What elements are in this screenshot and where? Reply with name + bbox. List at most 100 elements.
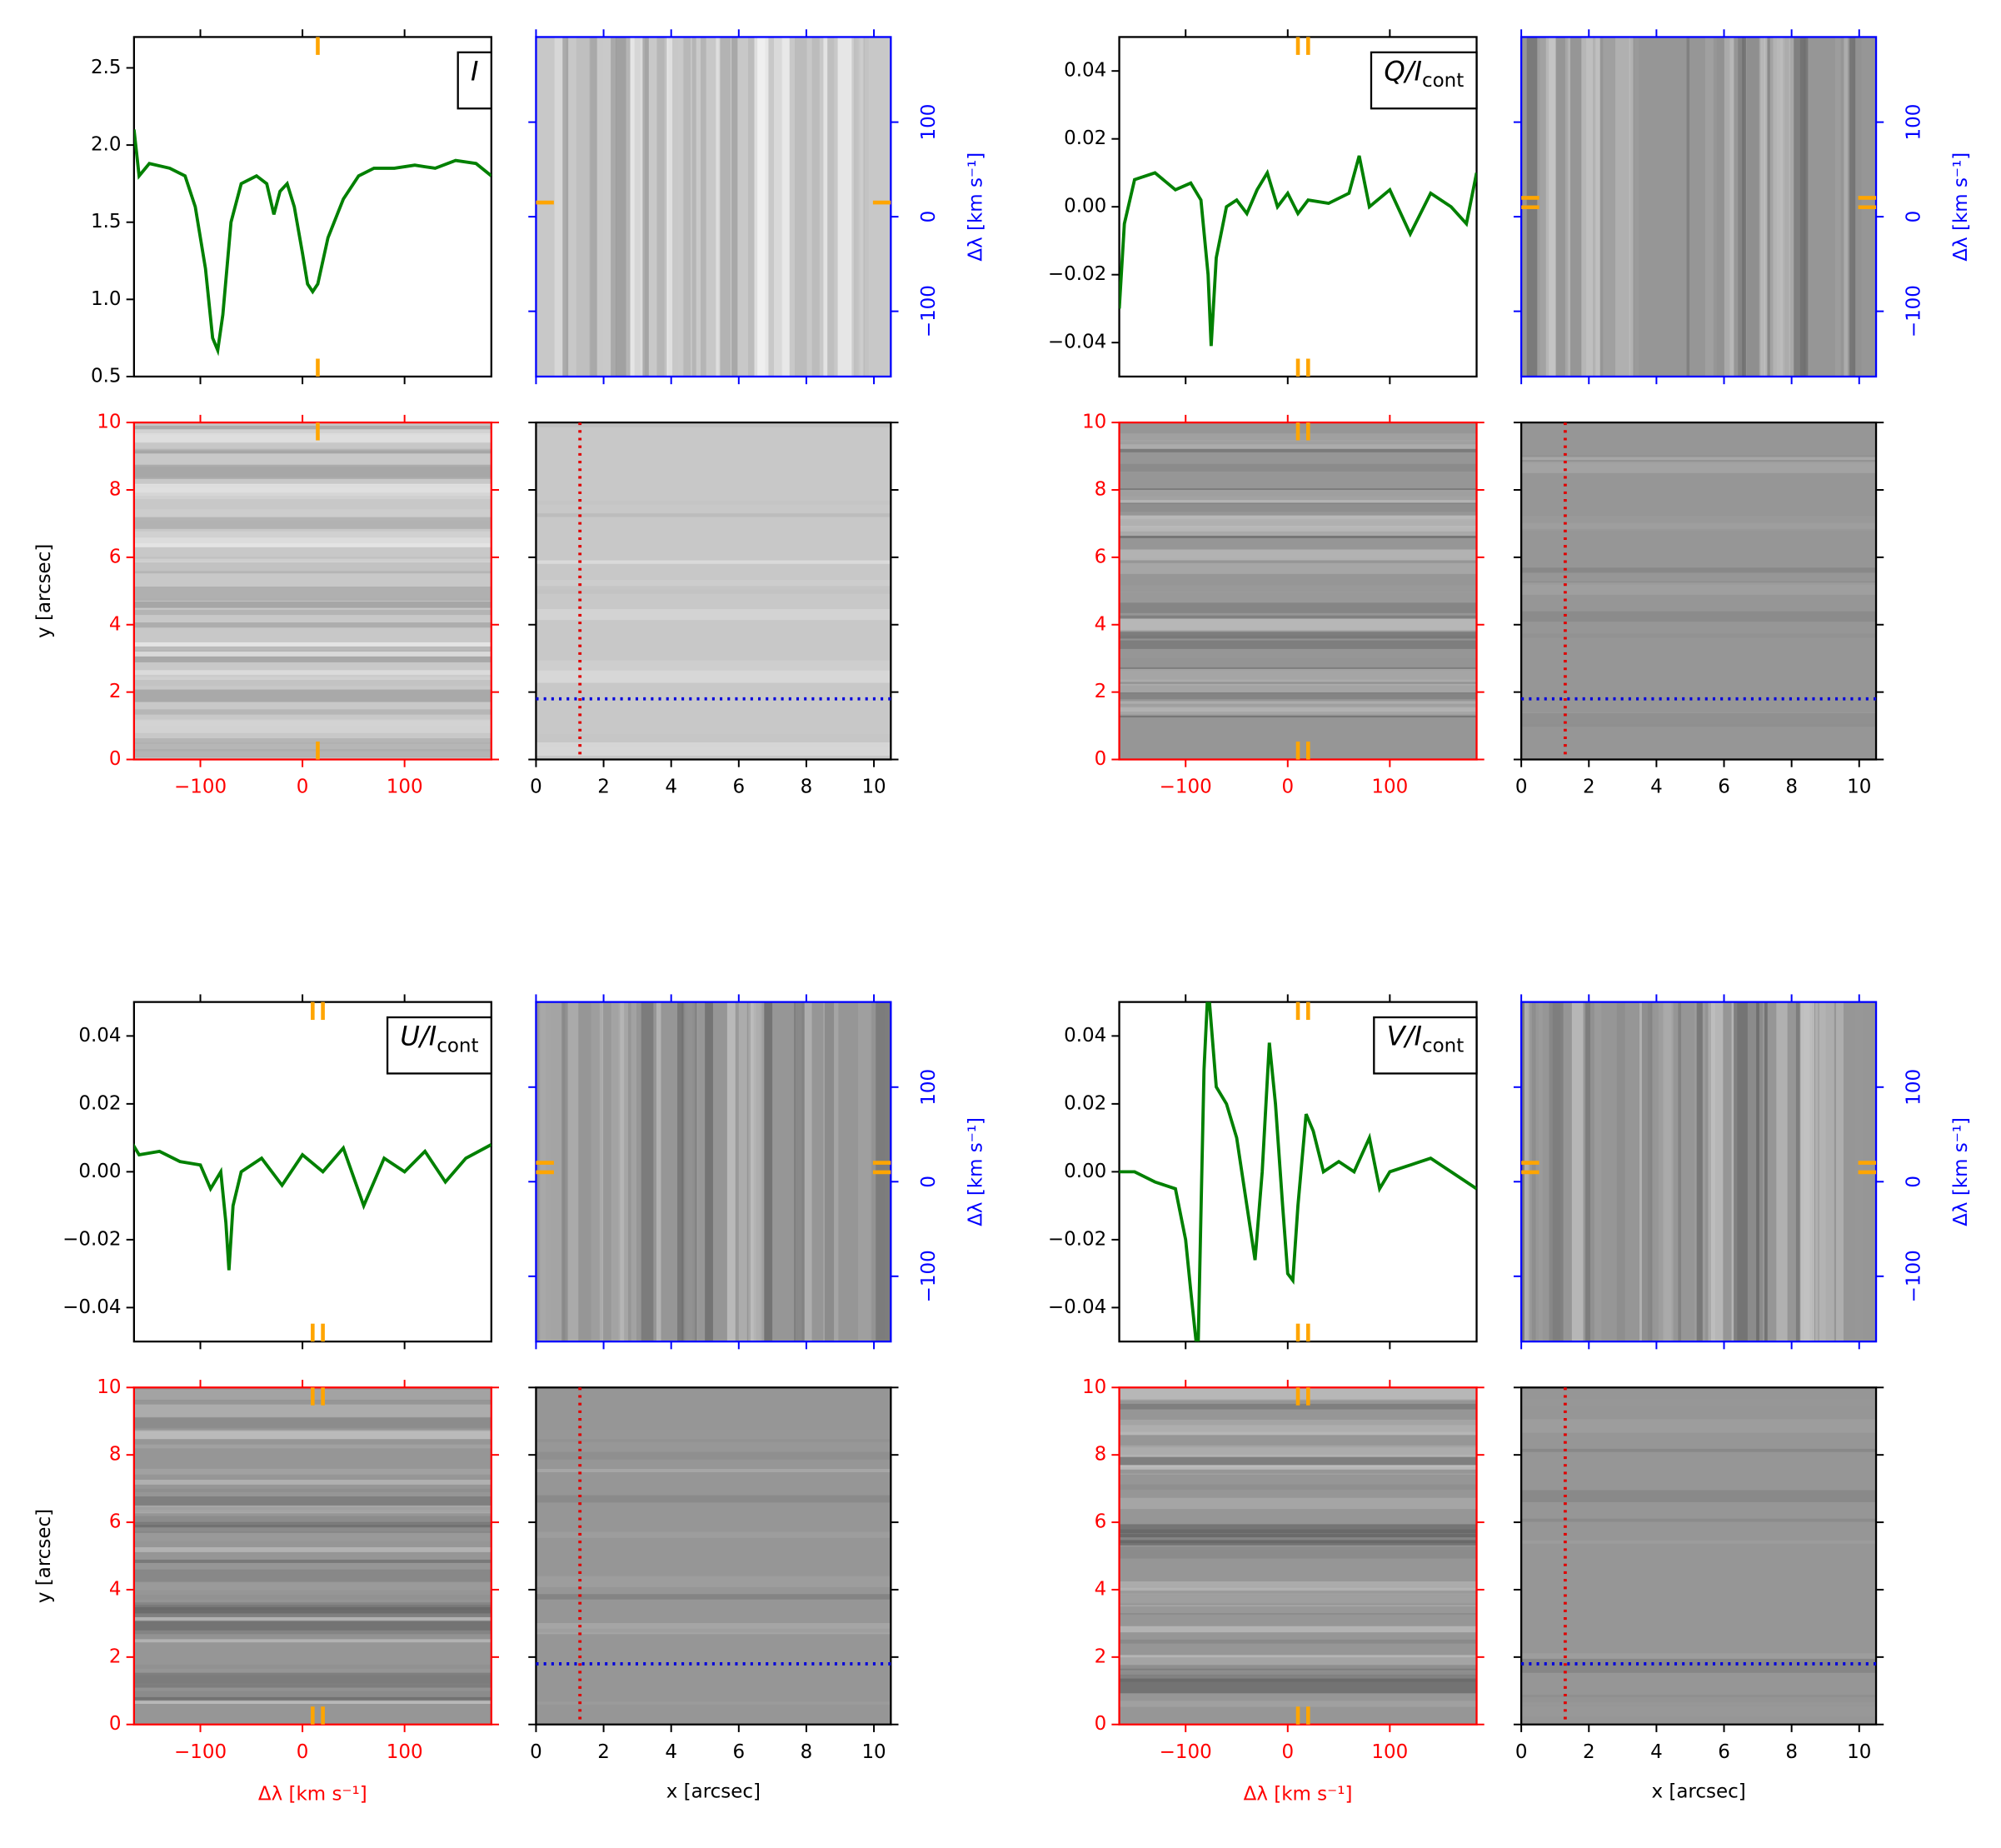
stokes-label-sub: cont	[1422, 1035, 1464, 1056]
tick-label: −100	[1160, 1741, 1212, 1763]
stokes-label-main: U/I	[400, 1021, 437, 1052]
image-texture	[133, 670, 492, 677]
tick-label: −100	[1904, 285, 1925, 337]
image-texture	[1800, 1001, 1815, 1342]
tick-label: 6	[732, 1741, 745, 1763]
stokes-label: V/Icont	[1387, 1021, 1465, 1057]
tick-label: 0.04	[1064, 60, 1106, 82]
image-texture	[602, 37, 611, 377]
stokes-label-main: I	[471, 56, 478, 87]
image-texture	[1521, 567, 1877, 573]
image-texture	[1835, 37, 1841, 377]
y2-axis-label: Δλ [km s⁻¹]	[965, 152, 986, 262]
stokes-label: Q/Icont	[1384, 56, 1464, 92]
image-texture	[1521, 1518, 1877, 1522]
image-texture	[1119, 1534, 1477, 1543]
image-texture	[1521, 1448, 1877, 1452]
image-texture	[1119, 502, 1477, 512]
image-texture	[133, 587, 492, 602]
image-texture	[133, 467, 492, 478]
tick-label: 0.02	[1064, 127, 1106, 149]
image-texture	[754, 37, 766, 377]
image-texture	[1119, 1657, 1477, 1669]
image-texture	[1521, 611, 1877, 622]
image-texture	[718, 37, 731, 377]
tick-label: 2	[1095, 681, 1107, 702]
tick-label: 0	[530, 1741, 542, 1763]
tick-label: 0	[530, 777, 542, 798]
image-texture	[1734, 1001, 1748, 1342]
tick-label: −100	[174, 1741, 227, 1763]
image-texture	[616, 37, 631, 377]
profile-line	[1119, 155, 1477, 347]
image-texture	[837, 37, 852, 377]
tick-label: 6	[1718, 1741, 1730, 1763]
image-texture	[641, 1001, 654, 1342]
image-texture	[1119, 590, 1477, 603]
image-background	[1521, 1387, 1877, 1725]
image-texture	[133, 609, 492, 616]
image-texture	[133, 714, 492, 727]
image-texture	[1119, 585, 1477, 593]
image-texture	[133, 531, 492, 544]
image-texture	[1521, 1658, 1877, 1673]
image-texture	[133, 738, 492, 752]
image-texture	[1615, 37, 1630, 377]
image-texture	[677, 37, 683, 377]
image-texture	[1738, 37, 1744, 377]
image-texture	[1769, 37, 1783, 377]
image-texture	[133, 562, 492, 574]
tick-label: 0.02	[1064, 1092, 1106, 1114]
image-texture	[536, 608, 891, 621]
image-texture	[133, 1468, 492, 1475]
image-texture	[1759, 37, 1766, 377]
image-texture	[1119, 463, 1477, 472]
tick-label: 2	[1583, 777, 1595, 798]
y2-axis-label: Δλ [km s⁻¹]	[965, 1117, 986, 1226]
tick-label: 100	[918, 1069, 940, 1106]
tick-label: 10	[1847, 777, 1871, 798]
tick-label: 0	[918, 211, 940, 223]
image-texture	[133, 1404, 492, 1418]
stokes-label-sub: cont	[437, 1035, 478, 1056]
tick-label: −0.02	[62, 1228, 121, 1250]
image-texture	[536, 1495, 891, 1503]
image-texture	[1119, 1632, 1477, 1644]
image-texture	[1521, 582, 1877, 595]
tick-label: 2	[109, 1646, 122, 1667]
image-texture	[536, 1576, 891, 1588]
image-texture	[133, 622, 492, 628]
image-texture	[1776, 1001, 1788, 1342]
image-texture	[1521, 1490, 1877, 1502]
tick-label: 8	[109, 1444, 122, 1466]
image-texture	[1521, 1540, 1877, 1544]
tick-label: 8	[1785, 1741, 1798, 1763]
image-texture	[1119, 615, 1477, 619]
image-texture	[1844, 37, 1849, 377]
label-box	[457, 51, 492, 110]
image-texture	[1678, 1001, 1682, 1342]
image-texture	[133, 1429, 492, 1440]
image-texture	[1521, 712, 1877, 727]
axes-frame	[132, 421, 492, 761]
image-texture	[656, 1001, 661, 1342]
image-texture	[691, 1001, 698, 1342]
tick-label: 8	[801, 777, 813, 798]
image-texture	[536, 586, 891, 594]
image-texture	[1119, 1671, 1477, 1676]
stokes-label: U/Icont	[400, 1021, 478, 1057]
y2-axis-label: Δλ [km s⁻¹]	[1950, 1117, 1972, 1226]
tick-label: 0	[1515, 777, 1528, 798]
image-texture	[1521, 462, 1877, 473]
image-texture	[1119, 618, 1477, 631]
tick-label: 8	[1785, 777, 1798, 798]
image-texture	[1119, 439, 1477, 444]
image-texture	[1663, 1001, 1674, 1342]
image-texture	[736, 1001, 739, 1342]
image-texture	[133, 1664, 492, 1669]
tick-label: 100	[1904, 104, 1925, 141]
